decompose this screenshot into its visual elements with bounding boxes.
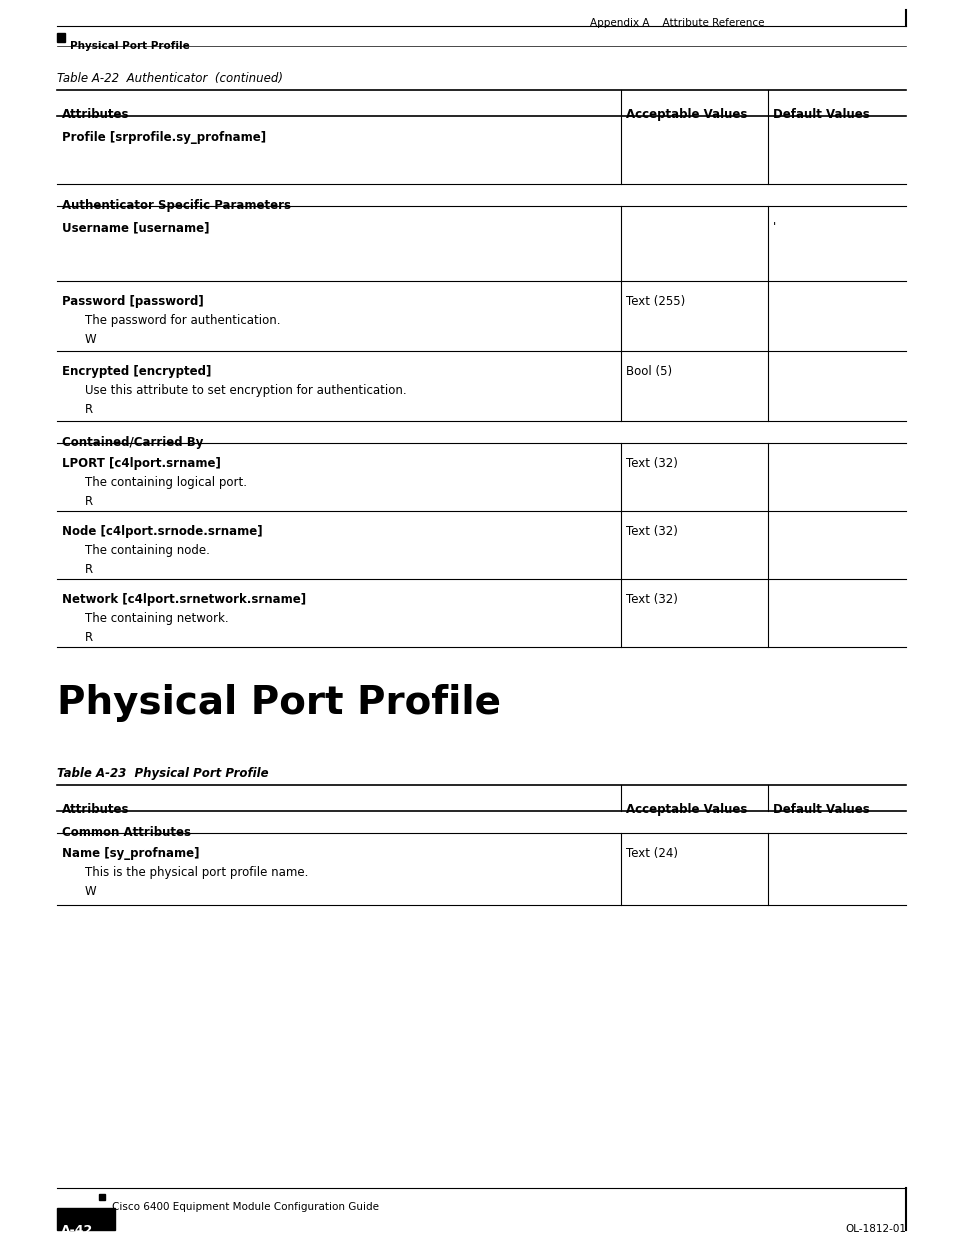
Text: Table A-22  Authenticator  (continued): Table A-22 Authenticator (continued): [57, 72, 283, 85]
Text: Physical Port Profile: Physical Port Profile: [57, 684, 500, 722]
Text: The containing network.: The containing network.: [85, 613, 229, 625]
Text: Attributes: Attributes: [62, 803, 130, 816]
Text: Default Values: Default Values: [772, 107, 869, 121]
Text: OL-1812-01: OL-1812-01: [844, 1224, 905, 1234]
Text: Text (32): Text (32): [625, 457, 678, 471]
Text: Acceptable Values: Acceptable Values: [625, 803, 746, 816]
Text: This is the physical port profile name.: This is the physical port profile name.: [85, 866, 308, 879]
Text: ': ': [772, 221, 776, 233]
Text: Table A-23  Physical Port Profile: Table A-23 Physical Port Profile: [57, 767, 269, 781]
Text: Text (24): Text (24): [625, 847, 678, 860]
Text: A-42: A-42: [61, 1224, 93, 1235]
Text: W: W: [85, 885, 96, 898]
Text: W: W: [85, 333, 96, 346]
Text: Text (32): Text (32): [625, 525, 678, 538]
Bar: [57, 1208, 115, 1230]
Text: R: R: [85, 495, 93, 508]
Text: Cisco 6400 Equipment Module Configuration Guide: Cisco 6400 Equipment Module Configuratio…: [112, 1202, 378, 1212]
Text: Acceptable Values: Acceptable Values: [625, 107, 746, 121]
Text: Default Values: Default Values: [772, 803, 869, 816]
Text: The containing node.: The containing node.: [85, 543, 210, 557]
Text: Profile [srprofile.sy_profname]: Profile [srprofile.sy_profname]: [62, 131, 266, 144]
Text: Common Attributes: Common Attributes: [62, 826, 191, 839]
Text: Contained/Carried By: Contained/Carried By: [62, 436, 203, 450]
Text: Appendix A    Attribute Reference: Appendix A Attribute Reference: [589, 19, 763, 28]
Text: Name [sy_profname]: Name [sy_profname]: [62, 847, 199, 860]
Text: Password [password]: Password [password]: [62, 295, 204, 308]
Bar: [99, 1194, 105, 1200]
Text: Text (255): Text (255): [625, 295, 684, 308]
Text: LPORT [c4lport.srname]: LPORT [c4lport.srname]: [62, 457, 221, 471]
Text: The containing logical port.: The containing logical port.: [85, 475, 247, 489]
Text: R: R: [85, 631, 93, 643]
Text: Physical Port Profile: Physical Port Profile: [70, 41, 190, 51]
Text: Network [c4lport.srnetwork.srname]: Network [c4lport.srnetwork.srname]: [62, 593, 306, 606]
Text: Encrypted [encrypted]: Encrypted [encrypted]: [62, 366, 212, 378]
Text: Text (32): Text (32): [625, 593, 678, 606]
Bar: [57, 33, 65, 42]
Text: Username [username]: Username [username]: [62, 221, 210, 233]
Text: Use this attribute to set encryption for authentication.: Use this attribute to set encryption for…: [85, 384, 406, 396]
Text: Attributes: Attributes: [62, 107, 130, 121]
Text: R: R: [85, 563, 93, 576]
Text: Node [c4lport.srnode.srname]: Node [c4lport.srnode.srname]: [62, 525, 262, 538]
Text: R: R: [85, 403, 93, 416]
Text: The password for authentication.: The password for authentication.: [85, 314, 280, 327]
Text: Authenticator Specific Parameters: Authenticator Specific Parameters: [62, 199, 291, 212]
Text: Bool (5): Bool (5): [625, 366, 672, 378]
